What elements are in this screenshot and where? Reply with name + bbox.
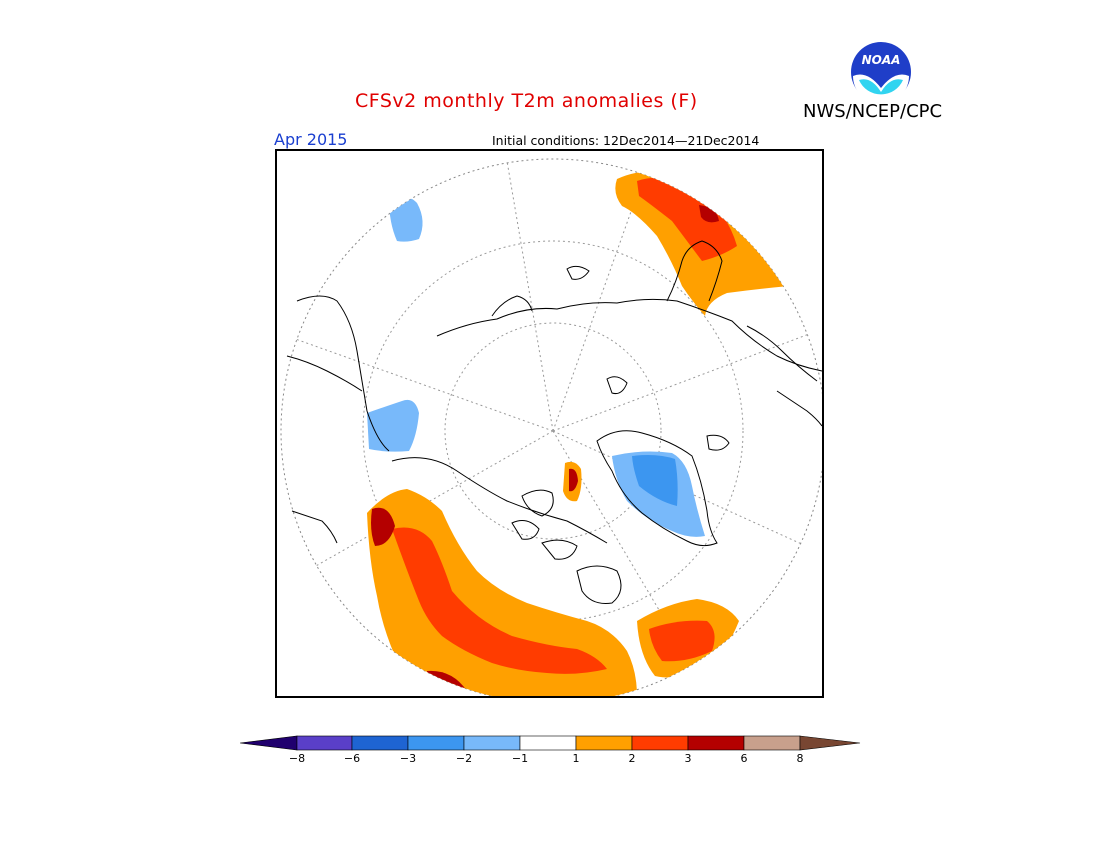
colorbar-label: 3 xyxy=(684,752,692,765)
colorbar-arrow-low xyxy=(239,735,298,751)
colorbar-label: 6 xyxy=(740,752,748,765)
colorbar-bin xyxy=(743,735,801,751)
warm-peak-pacific-coast xyxy=(371,507,395,546)
cool-core-greenland xyxy=(632,455,678,506)
warm-peak-scandinavia xyxy=(699,205,719,223)
initial-conditions-label: Initial conditions: 12Dec2014—21Dec2014 xyxy=(492,133,760,148)
colorbar-bin xyxy=(351,735,409,751)
colorbar-bin xyxy=(575,735,633,751)
colorbar-arrow-high xyxy=(799,735,861,751)
polar-map xyxy=(275,149,824,698)
agency-label: NWS/NCEP/CPC xyxy=(803,101,943,122)
latitude-circle xyxy=(362,240,744,622)
colorbar-bin xyxy=(519,735,577,751)
colorbar xyxy=(239,733,862,773)
warm-region-scandinavia xyxy=(637,177,737,261)
noaa-logo: NOAA xyxy=(849,40,913,104)
cool-region-bering xyxy=(367,399,419,452)
latitude-circle xyxy=(444,322,662,540)
colorbar-bin xyxy=(687,735,745,751)
colorbar-label: 8 xyxy=(796,752,804,765)
colorbar-bin xyxy=(463,735,521,751)
noaa-logo-text: NOAA xyxy=(862,53,901,67)
warm-core-quebec xyxy=(649,620,715,662)
colorbar-label: −3 xyxy=(399,752,417,765)
coastlines xyxy=(286,240,822,604)
colorbar-bin xyxy=(296,735,353,751)
warm-peak-baffin xyxy=(569,468,578,492)
colorbar-label: −2 xyxy=(455,752,473,765)
warm-region-north-america xyxy=(367,489,637,696)
colorbar-label: 1 xyxy=(572,752,580,765)
colorbar-label: −8 xyxy=(288,752,306,765)
map-title: CFSv2 monthly T2m anomalies (F) xyxy=(355,90,698,112)
valid-month-label: Apr 2015 xyxy=(274,130,348,149)
colorbar-bin xyxy=(407,735,465,751)
colorbar-bin xyxy=(631,735,689,751)
colorbar-label: 2 xyxy=(628,752,636,765)
colorbar-label: −1 xyxy=(511,752,529,765)
warm-region-canada-core xyxy=(392,527,607,674)
colorbar-label: −6 xyxy=(343,752,361,765)
